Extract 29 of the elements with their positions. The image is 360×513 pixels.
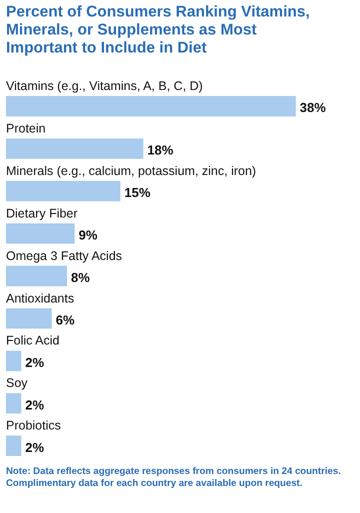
data-label: 2% <box>25 354 44 370</box>
data-label: 8% <box>71 270 90 285</box>
bar <box>6 350 22 372</box>
bar <box>6 308 52 329</box>
bar <box>6 436 22 456</box>
data-label: 2% <box>25 440 44 455</box>
y-tick-label: Soy <box>6 376 28 390</box>
y-tick-label: Dietary Fiber <box>6 206 78 220</box>
y-tick-label: Folic Acid <box>6 334 60 348</box>
y-tick-label: Omega 3 Fatty Acids <box>6 248 122 263</box>
bar <box>6 180 120 202</box>
chart-title: Percent of Consumers Ranking Vitamins, Minerals, or Supplements as Most Important to Include in Diet <box>6 4 310 56</box>
data-label: 38% <box>300 100 326 116</box>
bar <box>6 138 144 159</box>
data-label: 9% <box>78 228 98 243</box>
bar <box>6 266 68 286</box>
data-label: 15% <box>124 185 151 200</box>
y-tick-label: Vitamins (e.g., Vitamins, A, B, C, D) <box>6 79 203 93</box>
data-label: 18% <box>147 142 174 158</box>
y-tick-label: Protein <box>6 121 46 136</box>
y-tick-label: Minerals (e.g., calcium, potassium, zinc, iron) <box>6 164 256 178</box>
text: Note: Data reflects aggregate responses from consumers in 24 countries. Complimentary data for each country are available upon request. <box>6 466 341 489</box>
bar <box>6 223 75 244</box>
y-tick-label: Probiotics <box>6 418 61 433</box>
data-label: 2% <box>25 397 44 412</box>
y-tick-label: Antioxidants <box>6 291 74 306</box>
data-label: 6% <box>56 312 75 328</box>
bar <box>6 96 296 116</box>
bar <box>6 393 22 414</box>
